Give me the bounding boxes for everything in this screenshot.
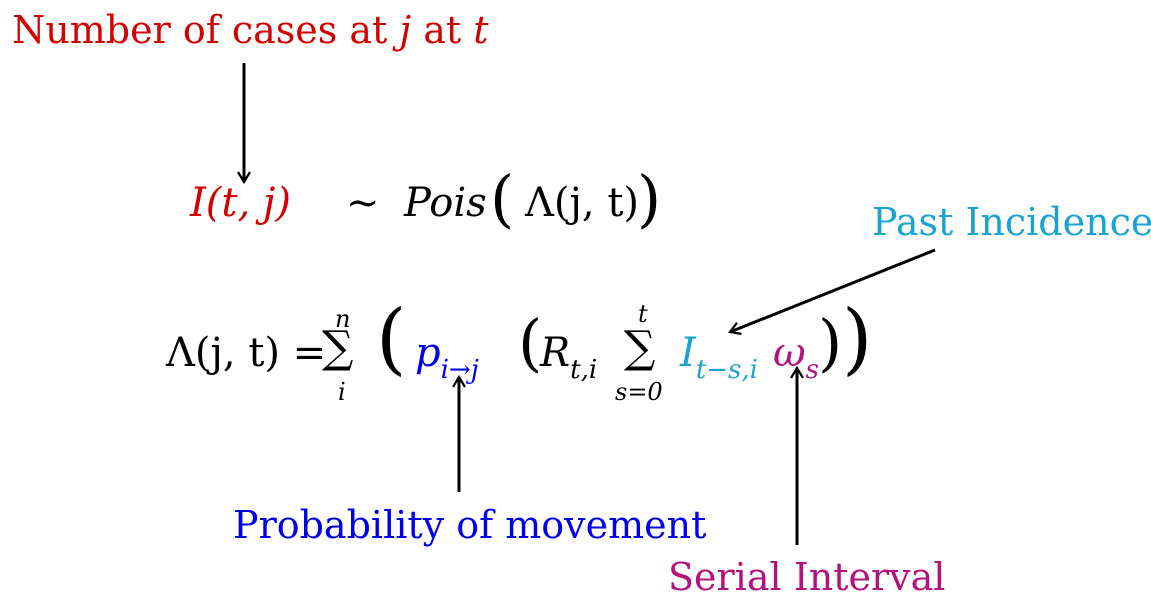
eq2-R-subscript: t,i xyxy=(570,355,598,385)
sum2-symbol: ∑ xyxy=(624,322,656,373)
eq2-p: p xyxy=(415,330,441,376)
eq2-p-subscript: i→j xyxy=(440,355,479,385)
label-probability-of-movement: Probability of movement xyxy=(233,503,707,547)
eq1-paren-open: ( xyxy=(490,162,515,235)
arrow-past-incidence-to-I xyxy=(728,248,936,335)
eq2-inner-paren-open: ( xyxy=(518,306,543,379)
eq2-lhs: Λ(j, t) = xyxy=(166,330,327,376)
eq2-I-term: It−s,i xyxy=(680,330,758,385)
eq2-R-term: Rt,i xyxy=(540,330,597,385)
eq2-I: I xyxy=(680,330,696,376)
label-number-of-cases: Number of cases at j at t xyxy=(12,8,489,52)
label-cases-t: t xyxy=(473,8,489,52)
eq1-lhs: I(t, j) xyxy=(190,180,291,226)
sum1-upper-limit: n xyxy=(335,305,351,333)
eq2-omega: ω xyxy=(773,330,806,376)
label-cases-j: j xyxy=(399,8,412,52)
label-past-incidence: Past Incidence xyxy=(872,200,1151,244)
eq2-I-subscript: t−s,i xyxy=(695,355,758,385)
eq1-pois: Pois xyxy=(404,180,487,226)
eq1-paren-close: ) xyxy=(637,162,662,235)
eq2-outer-paren-close: ) xyxy=(842,294,873,384)
sum2-upper-limit: t xyxy=(638,300,648,328)
sum1-symbol: ∑ xyxy=(322,322,354,373)
label-cases-prefix: Number of cases at xyxy=(12,8,400,52)
eq1-arg: Λ(j, t) xyxy=(525,180,640,226)
eq2-outer-paren-open: ( xyxy=(376,294,407,384)
sum2-lower-limit: s=0 xyxy=(615,378,663,406)
label-serial-interval: Serial Interval xyxy=(668,555,946,599)
label-cases-mid: at xyxy=(411,8,474,52)
eq2-inner-paren-close: ) xyxy=(818,306,843,379)
sum1-lower-limit: i xyxy=(338,378,346,406)
eq2-omega-term: ωs xyxy=(773,330,819,385)
eq2-omega-subscript: s xyxy=(805,355,819,385)
eq2-p-term: pi→j xyxy=(415,330,479,385)
eq1-sim: ∼ xyxy=(346,180,380,226)
eq2-R: R xyxy=(540,330,571,376)
